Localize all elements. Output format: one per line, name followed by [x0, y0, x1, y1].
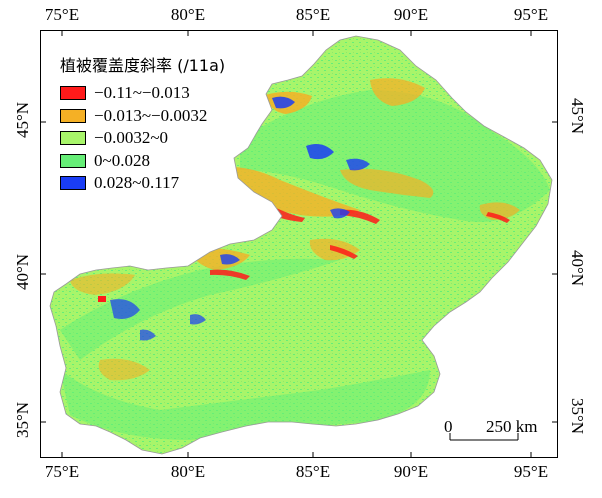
top-lon-label: 80°E: [170, 5, 206, 24]
bottom-lon-label: 90°E: [393, 462, 429, 481]
legend-swatch: [60, 108, 86, 123]
legend-item: −0.11~−0.013: [60, 82, 225, 105]
left-lat-label: 40°N: [13, 253, 32, 291]
right-lat-label: 35°N: [568, 398, 587, 435]
top-lon-label: 85°E: [295, 5, 331, 24]
legend-item: −0.0032~0: [60, 127, 225, 150]
legend-swatch: [60, 86, 86, 101]
map-canvas: [40, 30, 558, 458]
legend-label: −0.0032~0: [94, 128, 169, 148]
bottom-lon-label: 75°E: [44, 462, 80, 481]
left-lat-label: 45°N: [13, 101, 32, 139]
bottom-lon-label: 80°E: [170, 462, 206, 481]
legend-label: 0.028~0.117: [94, 173, 180, 193]
map-frame: [40, 30, 558, 458]
top-lon-label: 90°E: [393, 5, 429, 24]
legend-item: −0.013~−0.0032: [60, 105, 225, 128]
legend-swatch: [60, 131, 86, 146]
legend-swatch: [60, 153, 86, 168]
top-lon-label: 75°E: [44, 5, 80, 24]
right-lat-label: 40°N: [568, 250, 587, 287]
legend: 植被覆盖度斜率 (/11a) −0.11~−0.013 −0.013~−0.003…: [60, 52, 225, 195]
top-lon-label: 95°E: [513, 5, 549, 24]
right-lat-label: 45°N: [568, 98, 587, 135]
bottom-lon-label: 95°E: [513, 462, 549, 481]
bottom-lon-label: 85°E: [295, 462, 331, 481]
legend-swatch: [60, 176, 86, 191]
legend-title: 植被覆盖度斜率 (/11a): [60, 56, 226, 75]
tick-marks: [40, 30, 558, 458]
legend-label: −0.013~−0.0032: [94, 105, 208, 125]
legend-label: −0.11~−0.013: [94, 83, 190, 103]
legend-item: 0~0.028: [60, 150, 225, 173]
legend-item: 0.028~0.117: [60, 172, 225, 195]
legend-label: 0~0.028: [94, 150, 150, 170]
left-lat-label: 35°N: [13, 401, 32, 439]
scale-zero-label: 0: [444, 417, 453, 436]
scale-bar: [449, 433, 519, 441]
scale-distance-label: 250 km: [486, 417, 538, 436]
